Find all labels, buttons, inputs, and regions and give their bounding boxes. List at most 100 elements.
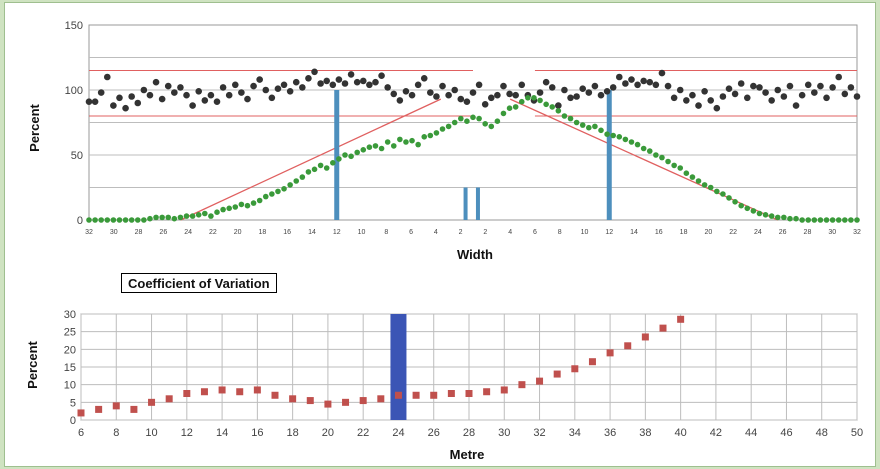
bottom-x-tick-label: 8 bbox=[113, 427, 119, 439]
top-green-point bbox=[153, 214, 159, 221]
top-black-point bbox=[268, 94, 276, 102]
top-green-point bbox=[488, 123, 495, 130]
top-x-tick-label: 10 bbox=[581, 229, 589, 236]
top-green-point bbox=[567, 115, 574, 122]
top-black-point bbox=[183, 91, 190, 99]
cv-point bbox=[359, 397, 367, 405]
cv-point bbox=[588, 358, 596, 366]
top-green-point bbox=[604, 131, 610, 137]
top-x-tick-label: 18 bbox=[680, 229, 688, 236]
top-black-point bbox=[774, 86, 782, 94]
top-black-point bbox=[427, 89, 434, 96]
cv-point bbox=[430, 391, 438, 399]
top-green-point bbox=[134, 217, 141, 223]
top-green-point bbox=[287, 182, 293, 188]
top-black-point bbox=[231, 81, 239, 89]
top-green-point bbox=[220, 206, 226, 213]
top-x-tick-label: 6 bbox=[533, 229, 537, 236]
top-black-point bbox=[274, 85, 282, 92]
top-black-point bbox=[634, 81, 641, 89]
top-green-point bbox=[793, 215, 799, 222]
top-green-point bbox=[842, 217, 848, 223]
top-green-point bbox=[506, 105, 513, 111]
bottom-x-tick-label: 30 bbox=[498, 427, 510, 439]
bottom-x-tick-label: 36 bbox=[604, 427, 616, 439]
bottom-x-tick-label: 28 bbox=[463, 427, 475, 439]
bottom-y-tick-label: 25 bbox=[64, 327, 76, 339]
top-black-point bbox=[683, 97, 690, 104]
top-black-point bbox=[750, 82, 757, 90]
top-black-point bbox=[811, 89, 818, 96]
top-green-point bbox=[549, 104, 556, 110]
cv-point bbox=[571, 365, 579, 373]
top-x-tick-label: 4 bbox=[508, 229, 512, 236]
top-green-point bbox=[781, 214, 787, 221]
top-black-point bbox=[506, 90, 513, 98]
top-black-point bbox=[152, 78, 160, 86]
top-green-point bbox=[244, 202, 251, 209]
top-green-point bbox=[482, 121, 488, 127]
top-green-point bbox=[98, 217, 104, 223]
top-black-point bbox=[792, 102, 800, 109]
cv-point bbox=[165, 395, 173, 403]
top-vertical-bar bbox=[475, 187, 480, 220]
top-black-point bbox=[615, 73, 623, 81]
top-x-tick-label: 16 bbox=[283, 229, 291, 236]
top-green-point bbox=[305, 169, 312, 175]
top-green-point bbox=[390, 143, 397, 149]
top-green-point bbox=[427, 132, 434, 139]
cv-point bbox=[500, 386, 508, 394]
cv-point bbox=[465, 390, 473, 397]
top-black-point bbox=[640, 77, 647, 85]
top-x-tick-label: 16 bbox=[655, 229, 663, 236]
top-green-point bbox=[561, 113, 568, 119]
top-black-point bbox=[244, 95, 251, 103]
cv-point bbox=[377, 395, 385, 403]
bottom-x-tick-label: 20 bbox=[322, 427, 334, 439]
top-green-point bbox=[732, 199, 738, 205]
top-x-tick-label: 14 bbox=[630, 229, 638, 236]
top-black-point bbox=[829, 84, 836, 91]
top-green-point bbox=[445, 123, 452, 130]
top-y-tick-label: 100 bbox=[65, 85, 83, 97]
top-x-tick-label: 26 bbox=[159, 229, 167, 236]
bottom-x-tick-label: 32 bbox=[533, 427, 545, 439]
top-black-point bbox=[622, 80, 629, 87]
bottom-x-tick-label: 48 bbox=[816, 427, 828, 439]
bottom-data-points bbox=[77, 315, 685, 417]
top-black-point bbox=[646, 78, 654, 86]
top-black-point bbox=[433, 93, 440, 100]
top-green-point bbox=[269, 191, 275, 197]
top-green-point bbox=[598, 127, 604, 134]
top-green-point bbox=[525, 95, 531, 101]
cv-point bbox=[271, 391, 279, 399]
top-black-point bbox=[158, 95, 166, 103]
top-green-point bbox=[183, 213, 190, 219]
bottom-y-axis-label: Percent bbox=[25, 340, 40, 388]
top-black-point bbox=[445, 91, 452, 99]
top-green-point bbox=[189, 213, 196, 219]
top-black-point bbox=[353, 78, 361, 86]
top-black-point bbox=[841, 90, 849, 98]
top-green-point bbox=[336, 156, 342, 162]
top-green-point bbox=[665, 158, 671, 165]
top-black-point bbox=[567, 94, 574, 102]
top-black-point bbox=[463, 98, 471, 105]
top-black-point bbox=[536, 89, 544, 96]
top-vertical-bars bbox=[334, 90, 612, 220]
top-green-point bbox=[628, 139, 635, 145]
top-green-point bbox=[817, 217, 824, 223]
top-black-point bbox=[457, 95, 465, 103]
top-black-point bbox=[213, 98, 221, 105]
top-green-point bbox=[451, 119, 458, 126]
cv-point bbox=[289, 395, 297, 403]
top-green-point bbox=[701, 182, 708, 188]
top-green-point bbox=[195, 212, 202, 218]
bottom-highlight-bar bbox=[390, 314, 407, 420]
top-black-point bbox=[420, 75, 428, 82]
top-green-point bbox=[634, 141, 641, 148]
cv-point bbox=[659, 324, 667, 332]
top-x-tick-label: 24 bbox=[184, 229, 192, 236]
cv-point bbox=[130, 405, 138, 413]
